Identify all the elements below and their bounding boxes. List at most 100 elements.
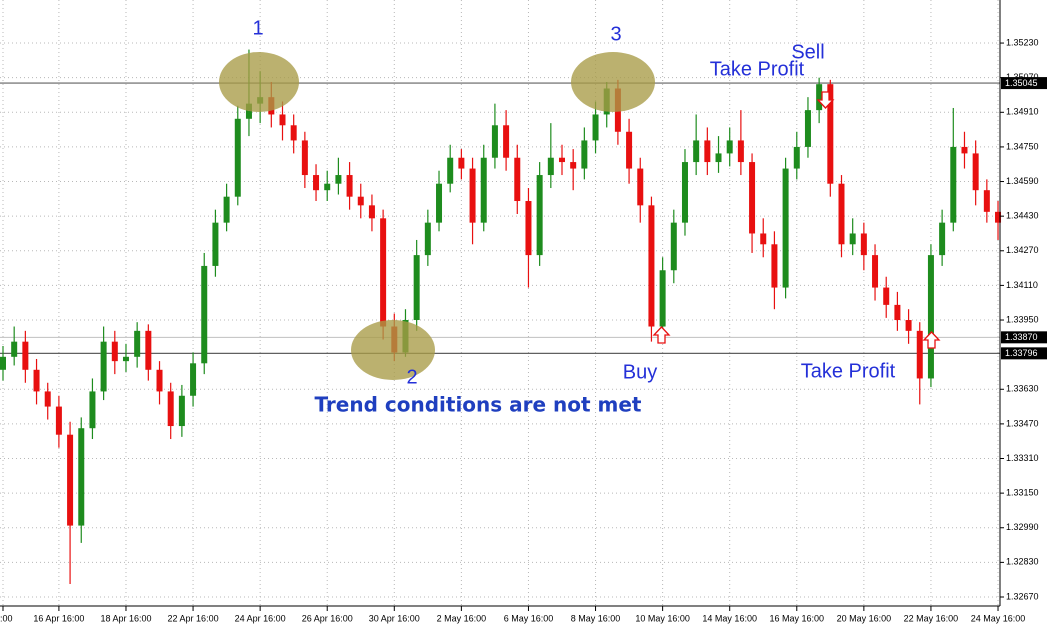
candle-body xyxy=(44,391,51,407)
candle-body xyxy=(995,211,1002,223)
candle-body xyxy=(626,131,633,169)
candle-body xyxy=(33,369,40,392)
highlight-ellipse xyxy=(351,320,435,380)
candle-body xyxy=(737,140,744,163)
y-tick-label: 1.33950 xyxy=(1006,314,1039,324)
candle-body xyxy=(894,304,901,321)
candle-body xyxy=(156,369,163,392)
arrows xyxy=(652,91,941,349)
y-tick-label: 1.35070 xyxy=(1006,72,1039,82)
x-tick-label: 6 May 16:00 xyxy=(504,613,554,623)
candle-body xyxy=(939,222,946,256)
candle-body xyxy=(212,222,219,266)
candle-body xyxy=(827,84,834,184)
candle-body xyxy=(525,201,532,256)
candle-body xyxy=(816,84,823,111)
x-tick-label: :00 xyxy=(0,613,13,623)
price-tag xyxy=(1001,331,1047,344)
y-tick-label: 1.32990 xyxy=(1006,522,1039,532)
candle-body xyxy=(480,157,487,223)
highlight-ellipse xyxy=(571,52,655,112)
candle-body xyxy=(681,162,688,223)
y-tick-label: 1.34910 xyxy=(1006,107,1039,117)
price-tag-label: 1.35045 xyxy=(1005,78,1038,88)
candle-body xyxy=(436,183,443,223)
candle-body xyxy=(782,168,789,288)
y-tick-label: 1.33310 xyxy=(1006,453,1039,463)
candle-body xyxy=(178,395,185,427)
candle-body xyxy=(290,125,297,141)
candle-body xyxy=(648,205,655,327)
candle-body xyxy=(357,196,364,206)
y-tick-label: 1.33150 xyxy=(1006,488,1039,498)
x-tick-label: 16 May 16:00 xyxy=(770,613,825,623)
annotation: 1 xyxy=(252,17,263,39)
candle-body xyxy=(469,168,476,223)
candle-body xyxy=(447,157,454,184)
y-tick-label: 1.33630 xyxy=(1006,384,1039,394)
candle-body xyxy=(592,114,599,141)
candle-body xyxy=(279,114,286,126)
y-tick-label: 1.32830 xyxy=(1006,557,1039,567)
candles xyxy=(0,49,1002,585)
candle-body xyxy=(313,175,320,191)
candle-body xyxy=(950,146,957,223)
candle-body xyxy=(78,428,85,526)
candle-body xyxy=(793,146,800,169)
candle-body xyxy=(134,330,141,357)
candle-body xyxy=(301,140,308,176)
up-arrow xyxy=(652,326,671,344)
y-tick-label: 1.34590 xyxy=(1006,176,1039,186)
axis-labels: 1.35230 1.35070 1.34910 1.34750 1.34590 1.344… xyxy=(0,37,1047,623)
candle-body xyxy=(346,175,353,197)
candle-body xyxy=(245,103,252,119)
y-tick-label: 1.34270 xyxy=(1006,245,1039,255)
candle-body xyxy=(559,157,565,163)
candle-body xyxy=(726,140,733,154)
candle-body xyxy=(771,244,778,288)
candle-body xyxy=(491,125,498,158)
x-tick-label: 22 Apr 16:00 xyxy=(168,613,219,623)
candle-body xyxy=(190,363,197,396)
candle-body xyxy=(335,175,342,184)
candle-body xyxy=(503,125,510,158)
candle-body xyxy=(55,406,62,435)
candle-body xyxy=(916,330,923,379)
candle-body xyxy=(324,183,331,191)
candle-body xyxy=(536,175,543,256)
candle-body xyxy=(67,434,74,526)
candle-body xyxy=(983,190,990,212)
y-tick-label: 1.32670 xyxy=(1006,591,1039,601)
candle-body xyxy=(905,320,912,331)
x-tick-label: 14 May 16:00 xyxy=(702,613,757,623)
candle-body xyxy=(22,341,29,370)
candle-body xyxy=(883,287,890,305)
x-tick-label: 8 May 16:00 xyxy=(571,613,621,623)
annotation: Buy xyxy=(623,361,657,383)
candle-body xyxy=(581,140,588,169)
candle-body xyxy=(860,233,867,256)
candle-body xyxy=(659,270,666,327)
x-tick-label: 2 May 16:00 xyxy=(437,613,487,623)
up-arrow xyxy=(922,331,941,349)
x-tick-label: 18 Apr 16:00 xyxy=(100,613,151,623)
candle-body xyxy=(201,265,208,364)
candle-body xyxy=(413,255,420,321)
price-tag xyxy=(1001,347,1047,360)
candle-body xyxy=(838,183,845,245)
candle-body xyxy=(704,140,711,163)
x-tick-label: 26 Apr 16:00 xyxy=(302,613,353,623)
candle-body xyxy=(760,233,767,245)
candle-body xyxy=(424,222,431,256)
annotation: Sell xyxy=(791,41,824,63)
candle-body xyxy=(111,341,118,362)
candle-body xyxy=(849,233,856,245)
annotation: Take Profit xyxy=(801,360,896,382)
x-tick-label: 30 Apr 16:00 xyxy=(369,613,420,623)
candle-body xyxy=(670,222,677,271)
annotation: 3 xyxy=(610,23,621,45)
y-tick-label: 1.33470 xyxy=(1006,418,1039,428)
annotation: Take Profit xyxy=(710,58,805,80)
candle-body xyxy=(0,356,6,370)
candle-body xyxy=(749,162,756,234)
